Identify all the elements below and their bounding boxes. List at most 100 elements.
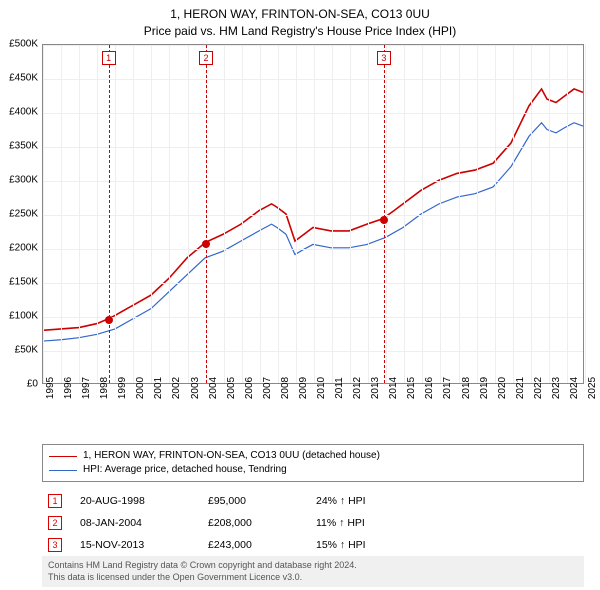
legend: 1, HERON WAY, FRINTON-ON-SEA, CO13 0UU (… (42, 444, 584, 482)
legend-row-hpi: HPI: Average price, detached house, Tend… (49, 463, 577, 477)
sale-hpi-delta: 15% ↑ HPI (316, 539, 366, 551)
y-axis-label: £500K (9, 39, 38, 50)
marker-dot (380, 216, 388, 224)
x-axis-label: 2015 (406, 377, 417, 399)
gridline-v (585, 45, 586, 383)
gridline-v (242, 45, 243, 383)
gridline-h (43, 113, 583, 114)
sale-date: 08-JAN-2004 (80, 517, 190, 529)
chart-area: 123 £0£50K£100K£150K£200K£250K£300K£350K… (42, 44, 584, 414)
gridline-v (531, 45, 532, 383)
x-axis-label: 2023 (551, 377, 562, 399)
x-axis-label: 1997 (81, 377, 92, 399)
title-block: 1, HERON WAY, FRINTON-ON-SEA, CO13 0UU P… (0, 0, 600, 40)
legend-row-property: 1, HERON WAY, FRINTON-ON-SEA, CO13 0UU (… (49, 449, 577, 463)
marker-dot (202, 240, 210, 248)
x-axis-label: 2012 (352, 377, 363, 399)
y-axis-label: £200K (9, 243, 38, 254)
x-axis-label: 2006 (244, 377, 255, 399)
x-axis-label: 2008 (280, 377, 291, 399)
gridline-h (43, 79, 583, 80)
attribution-line2: This data is licensed under the Open Gov… (48, 572, 578, 584)
gridline-h (43, 181, 583, 182)
y-axis-label: £300K (9, 175, 38, 186)
x-axis-label: 1995 (45, 377, 56, 399)
x-axis-label: 2007 (262, 377, 273, 399)
x-axis-label: 2000 (135, 377, 146, 399)
gridline-v (440, 45, 441, 383)
x-axis-label: 2010 (316, 377, 327, 399)
gridline-v (477, 45, 478, 383)
gridline-v (549, 45, 550, 383)
sale-price: £95,000 (208, 495, 298, 507)
gridline-v (332, 45, 333, 383)
gridline-h (43, 249, 583, 250)
series-property (43, 89, 583, 330)
sale-row: 2 08-JAN-2004 £208,000 11% ↑ HPI (42, 512, 584, 534)
y-axis-label: £100K (9, 311, 38, 322)
x-axis-label: 2017 (442, 377, 453, 399)
x-axis-label: 1999 (117, 377, 128, 399)
x-axis-label: 2016 (424, 377, 435, 399)
x-axis-label: 2001 (153, 377, 164, 399)
legend-swatch-hpi (49, 470, 77, 471)
gridline-v (97, 45, 98, 383)
sale-date: 20-AUG-1998 (80, 495, 190, 507)
gridline-v (260, 45, 261, 383)
y-axis-label: £50K (15, 345, 38, 356)
sale-marker-2: 2 (48, 516, 62, 530)
x-axis-label: 2005 (226, 377, 237, 399)
gridline-v (278, 45, 279, 383)
x-axis-label: 1996 (63, 377, 74, 399)
gridline-v (368, 45, 369, 383)
x-axis-label: 2024 (569, 377, 580, 399)
legend-swatch-property (49, 456, 77, 457)
marker-dot (105, 316, 113, 324)
title-address: 1, HERON WAY, FRINTON-ON-SEA, CO13 0UU (0, 6, 600, 23)
gridline-v (224, 45, 225, 383)
gridline-v (459, 45, 460, 383)
gridline-v (79, 45, 80, 383)
x-axis-label: 2009 (298, 377, 309, 399)
marker-box: 2 (199, 51, 213, 65)
x-axis-label: 1998 (99, 377, 110, 399)
y-axis-label: £400K (9, 107, 38, 118)
marker-line (109, 45, 110, 383)
gridline-h (43, 351, 583, 352)
marker-line (384, 45, 385, 383)
attribution: Contains HM Land Registry data © Crown c… (42, 556, 584, 587)
y-axis-label: £0 (27, 379, 38, 390)
chart-svg (43, 45, 583, 383)
gridline-h (43, 317, 583, 318)
gridline-v (43, 45, 44, 383)
gridline-h (43, 215, 583, 216)
sale-hpi-delta: 11% ↑ HPI (316, 517, 365, 529)
sale-marker-3: 3 (48, 538, 62, 552)
sale-hpi-delta: 24% ↑ HPI (316, 495, 366, 507)
gridline-v (495, 45, 496, 383)
gridline-h (43, 147, 583, 148)
sales-table: 1 20-AUG-1998 £95,000 24% ↑ HPI 2 08-JAN… (42, 490, 584, 556)
y-axis-label: £150K (9, 277, 38, 288)
x-axis-label: 2002 (171, 377, 182, 399)
gridline-v (513, 45, 514, 383)
x-axis-label: 2019 (479, 377, 490, 399)
gridline-v (422, 45, 423, 383)
gridline-v (61, 45, 62, 383)
x-axis-label: 2025 (587, 377, 598, 399)
gridline-h (43, 283, 583, 284)
x-axis-label: 2013 (370, 377, 381, 399)
gridline-v (404, 45, 405, 383)
marker-box: 3 (377, 51, 391, 65)
x-axis-label: 2020 (497, 377, 508, 399)
gridline-v (151, 45, 152, 383)
gridline-v (188, 45, 189, 383)
gridline-v (296, 45, 297, 383)
title-subtitle: Price paid vs. HM Land Registry's House … (0, 23, 600, 40)
gridline-v (133, 45, 134, 383)
x-axis-label: 2004 (208, 377, 219, 399)
chart-container: 1, HERON WAY, FRINTON-ON-SEA, CO13 0UU P… (0, 0, 600, 590)
attribution-line1: Contains HM Land Registry data © Crown c… (48, 560, 578, 572)
gridline-h (43, 45, 583, 46)
marker-line (206, 45, 207, 383)
